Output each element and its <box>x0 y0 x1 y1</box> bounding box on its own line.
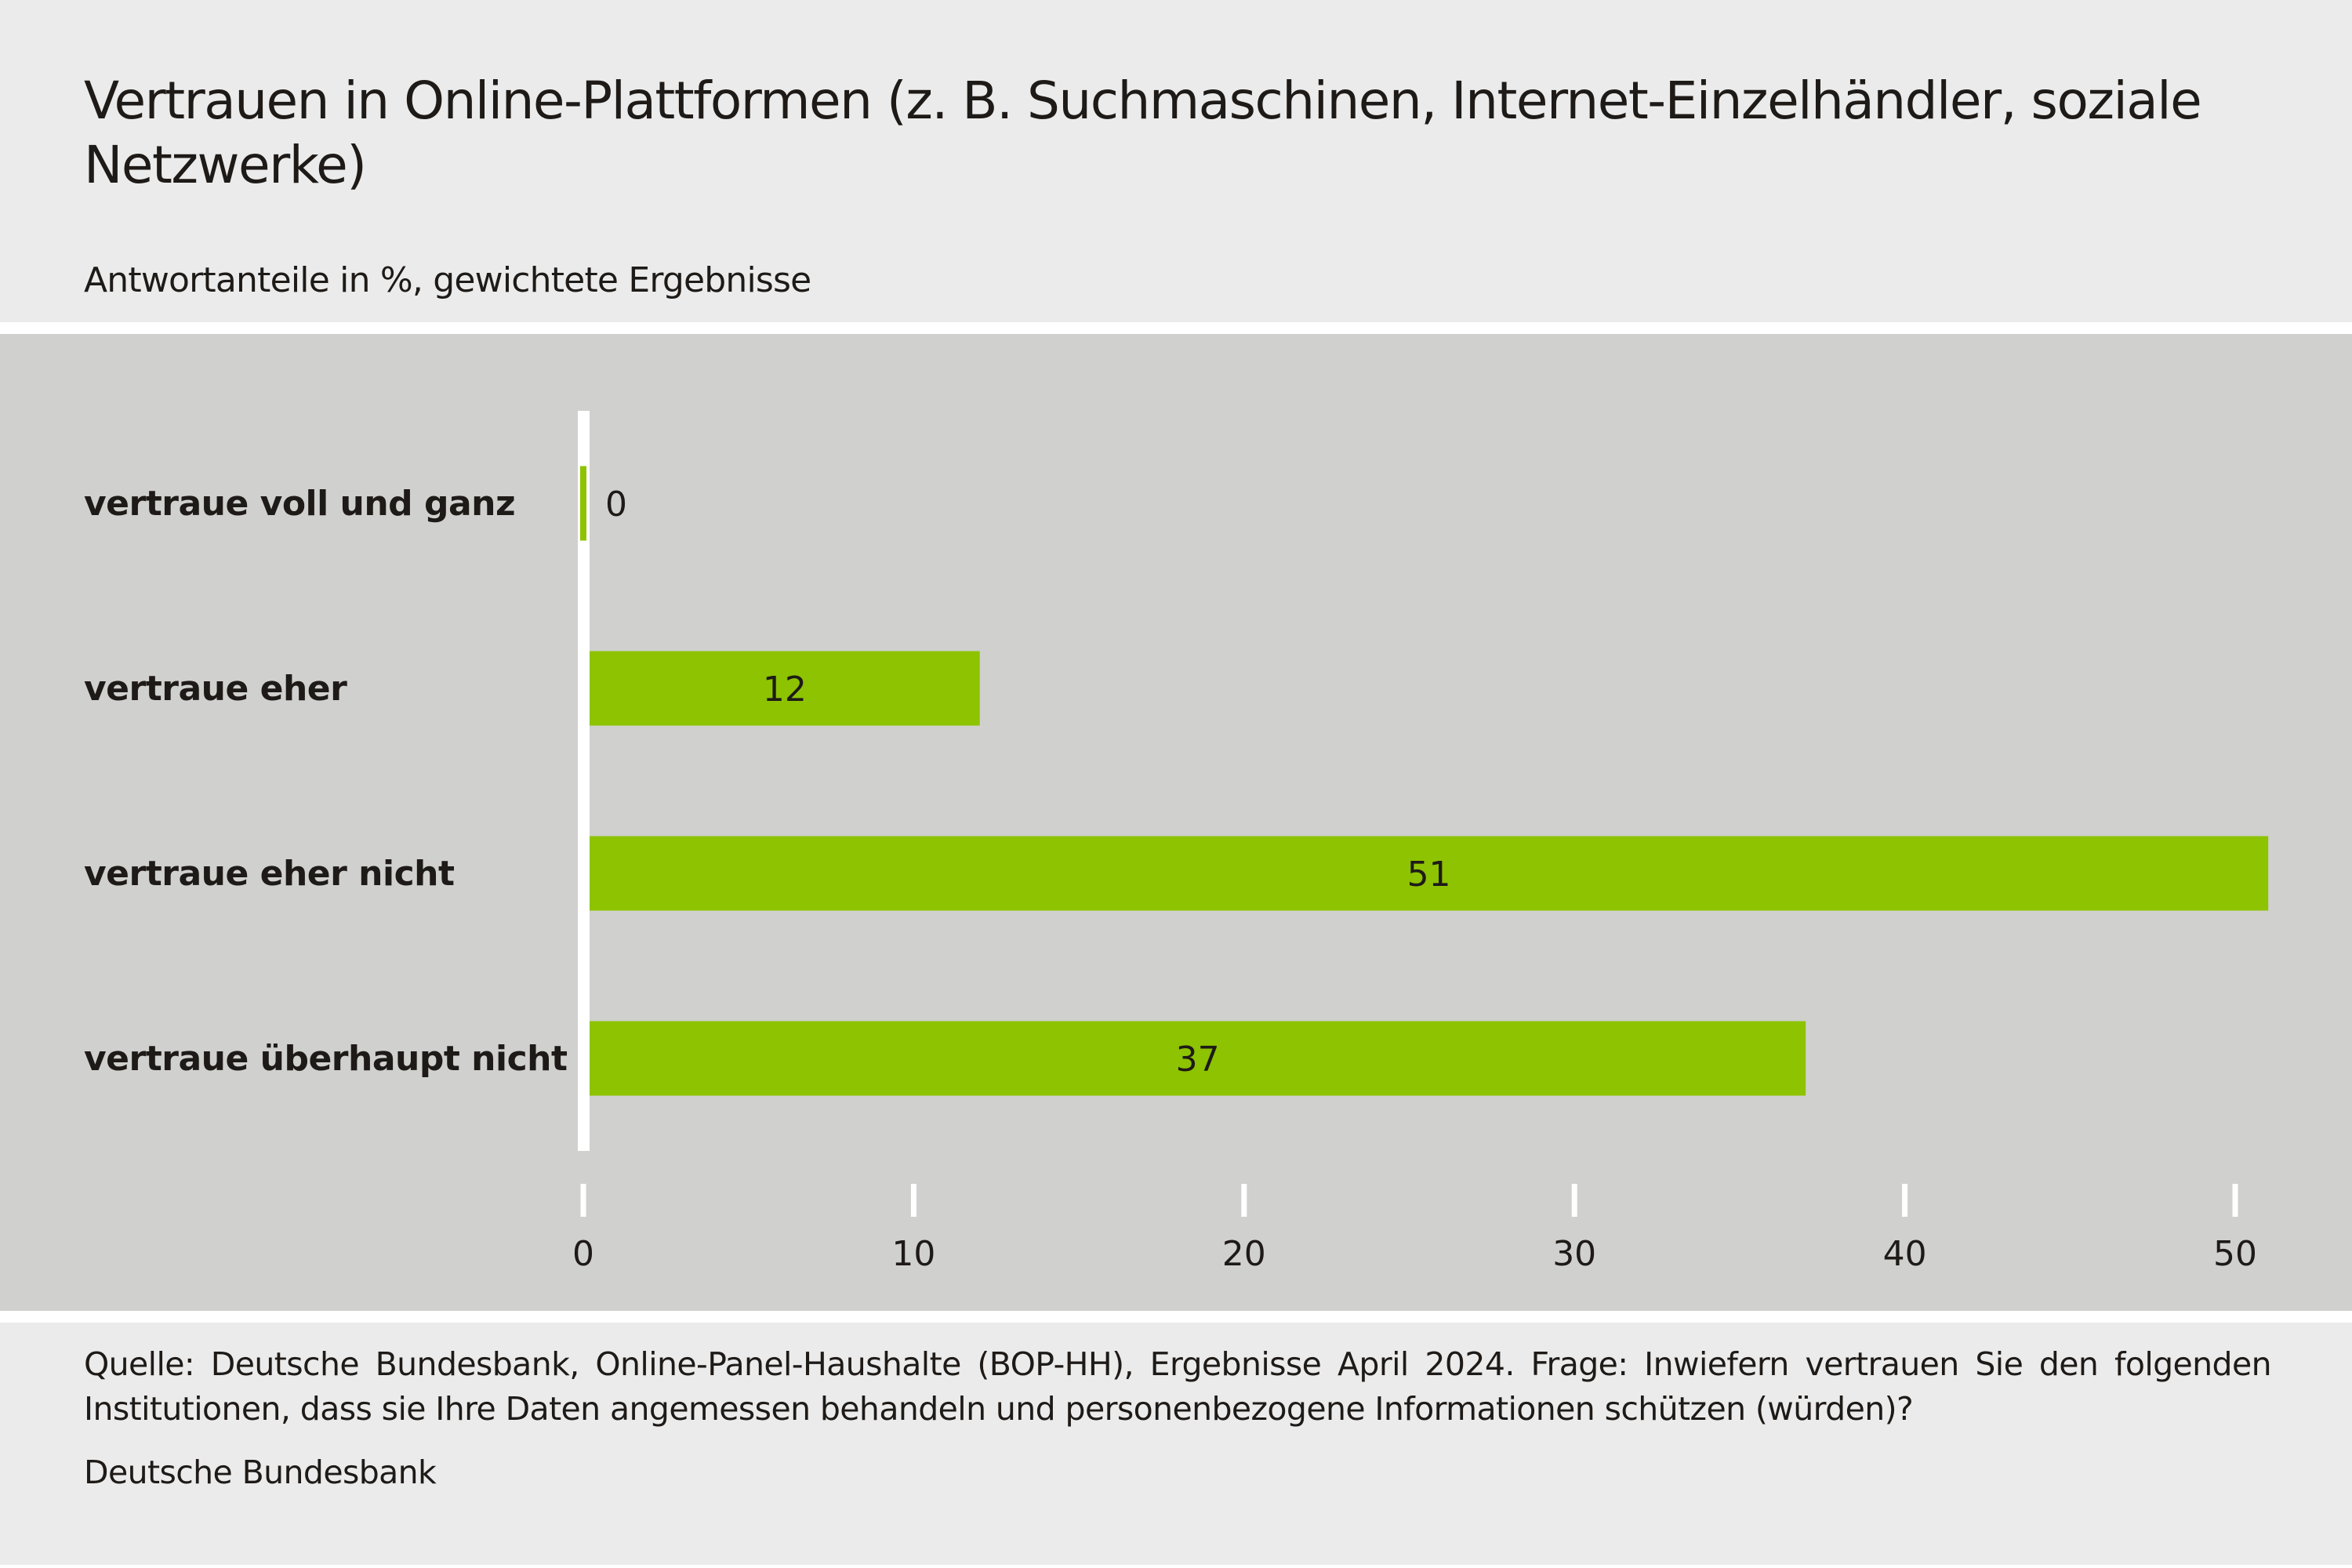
data-label: 12 <box>763 670 807 710</box>
x-tick-label: 50 <box>2213 1234 2257 1274</box>
x-tick <box>1571 1184 1577 1217</box>
x-tick <box>1241 1184 1247 1217</box>
category-label: vertraue überhaupt nicht <box>84 1039 568 1079</box>
chart-area: vertraue voll und ganz 0 vertraue eher 12 ve… <box>0 334 2352 1311</box>
category-label: vertraue eher <box>84 669 347 709</box>
category-label: vertraue voll und ganz <box>84 484 515 524</box>
y-axis-line <box>578 411 590 1151</box>
bar <box>590 1021 1806 1096</box>
chart-subtitle: Antwortanteile in %, gewichtete Ergebnis… <box>84 260 811 300</box>
data-label: 0 <box>605 485 627 524</box>
data-label: 37 <box>1176 1040 1220 1080</box>
x-tick-label: 10 <box>891 1234 935 1274</box>
chart-header: Vertrauen in Online-Plattformen (z. B. S… <box>0 0 2352 322</box>
x-tick <box>2232 1184 2238 1217</box>
chart-title: Vertrauen in Online-Plattformen (z. B. S… <box>84 71 2202 195</box>
category-label: vertraue eher nicht <box>84 854 455 894</box>
source-label: Deutsche Bundesbank <box>84 1454 437 1491</box>
x-tick-label: 30 <box>1552 1234 1596 1274</box>
bar <box>590 836 2269 911</box>
bar <box>590 651 980 726</box>
footer-divider <box>0 1311 2352 1323</box>
x-tick-label: 0 <box>572 1234 594 1274</box>
header-divider <box>0 322 2352 334</box>
x-tick-label: 40 <box>1883 1234 1927 1274</box>
footnote: Quelle: Deutsche Bundesbank, Online-Pane… <box>84 1345 2272 1428</box>
bottom-edge <box>0 1565 2352 1568</box>
x-tick <box>580 1184 586 1217</box>
x-tick <box>1902 1184 1908 1217</box>
bar-chart: vertraue voll und ganz 0 vertraue eher 12 ve… <box>84 411 2269 1274</box>
data-label: 51 <box>1407 855 1451 895</box>
x-tick <box>910 1184 916 1217</box>
bar-zero-overlay <box>580 466 586 541</box>
x-tick-label: 20 <box>1222 1234 1266 1274</box>
chart-footer: Quelle: Deutsche Bundesbank, Online-Pane… <box>0 1323 2352 1565</box>
